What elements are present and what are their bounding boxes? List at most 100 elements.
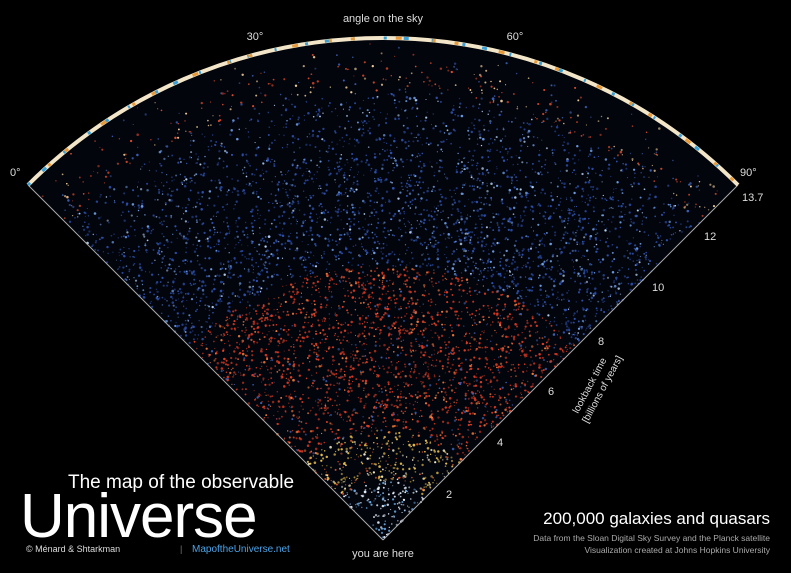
galaxy-dot [482,249,485,253]
galaxy-dot [557,355,559,357]
galaxy-dot [170,241,173,244]
galaxy-dot [476,143,479,146]
galaxy-dot [410,341,413,345]
galaxy-dot [401,500,404,504]
galaxy-dot [149,287,152,290]
galaxy-dot [406,159,408,161]
galaxy-dot [412,173,416,177]
galaxy-dot [388,346,390,349]
galaxy-dot [208,197,211,200]
galaxy-dot [550,266,554,269]
galaxy-dot [328,173,331,176]
galaxy-dot [55,180,57,182]
galaxy-dot [631,125,634,127]
galaxy-dot [675,194,678,196]
galaxy-dot [493,365,495,367]
galaxy-dot [454,391,456,394]
galaxy-dot [412,404,415,406]
galaxy-dot [243,192,246,195]
galaxy-dot [376,376,378,378]
galaxy-dot [415,136,417,139]
galaxy-dot [630,218,632,221]
galaxy-dot [643,216,645,218]
galaxy-dot [421,333,424,336]
galaxy-dot [481,171,484,174]
galaxy-dot [349,365,352,369]
galaxy-dot [237,358,239,360]
galaxy-dot [376,437,378,439]
galaxy-dot [465,106,468,109]
galaxy-dot [176,237,178,239]
galaxy-dot [395,164,399,167]
galaxy-dot [493,87,496,90]
galaxy-dot [272,324,275,326]
galaxy-dot [201,345,204,347]
galaxy-dot [152,248,155,251]
galaxy-dot [203,172,206,175]
galaxy-dot [427,143,430,146]
galaxy-dot [374,393,377,396]
galaxy-dot [405,402,407,404]
galaxy-dot [286,367,290,371]
galaxy-dot [346,222,349,225]
galaxy-dot [212,115,214,117]
galaxy-dot [372,451,374,453]
galaxy-dot [414,65,417,68]
galaxy-dot [445,310,449,313]
galaxy-dot [366,472,369,475]
galaxy-dot [532,383,534,385]
galaxy-dot [370,356,372,359]
galaxy-dot [587,325,590,328]
galaxy-dot [137,146,139,149]
galaxy-dot [562,270,566,274]
galaxy-dot [386,313,388,315]
galaxy-dot [349,169,351,171]
galaxy-dot [471,269,475,273]
galaxy-dot [382,78,385,80]
galaxy-dot [251,208,254,211]
galaxy-dot [95,234,98,236]
galaxy-dot [300,405,302,407]
galaxy-dot [240,372,242,374]
galaxy-dot [436,458,439,461]
galaxy-dot [550,84,553,87]
galaxy-dot [573,317,576,321]
galaxy-dot [437,351,439,353]
galaxy-dot [125,185,128,189]
galaxy-dot [536,298,539,301]
galaxy-dot [366,447,368,449]
galaxy-dot [307,412,310,415]
galaxy-dot [301,336,304,339]
galaxy-dot [396,362,398,364]
galaxy-dot [485,362,488,365]
galaxy-dot [616,301,618,303]
galaxy-dot [522,121,525,124]
galaxy-dot [293,159,296,162]
galaxy-dot [464,394,467,397]
galaxy-dot [523,363,526,366]
galaxy-dot [613,157,616,160]
galaxy-dot [307,199,310,201]
galaxy-dot [405,96,409,99]
galaxy-dot [695,203,697,206]
galaxy-dot [642,167,644,170]
galaxy-dot [341,490,344,494]
galaxy-dot [667,203,670,206]
galaxy-dot [288,290,291,293]
galaxy-dot [179,271,181,273]
galaxy-dot [432,185,435,188]
galaxy-dot [374,405,376,408]
galaxy-dot [491,290,494,294]
galaxy-dot [307,386,310,389]
galaxy-dot [576,310,578,313]
galaxy-dot [161,190,164,193]
galaxy-dot [337,63,341,66]
galaxy-dot [414,213,416,215]
galaxy-dot [263,239,266,243]
galaxy-dot [472,159,475,161]
galaxy-dot [558,247,562,251]
galaxy-dot [343,227,345,230]
galaxy-dot [465,444,468,447]
galaxy-dot [557,260,559,262]
galaxy-dot [423,241,426,244]
